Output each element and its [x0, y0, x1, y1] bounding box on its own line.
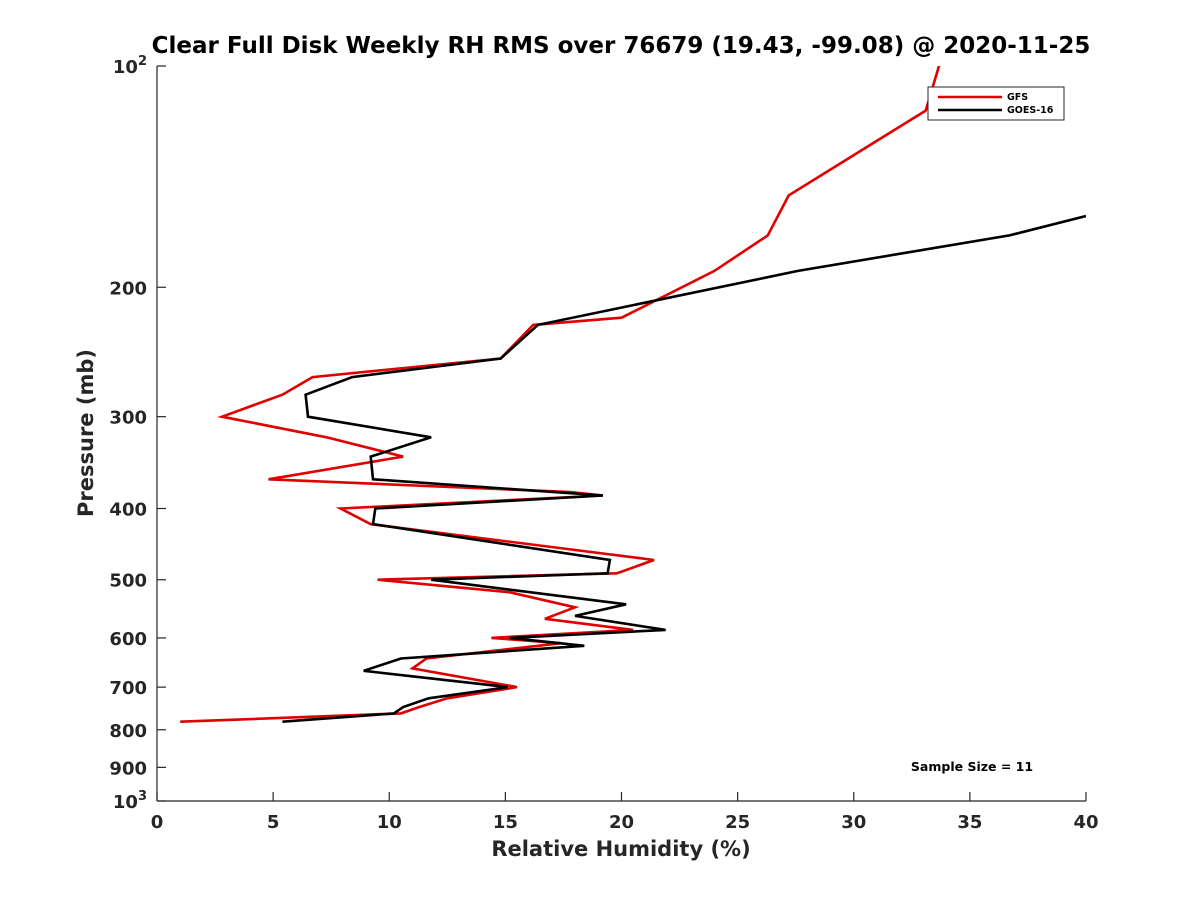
y-tick-label: 500	[109, 571, 147, 592]
x-tick-label: 15	[493, 812, 518, 833]
x-tick-label: 20	[609, 812, 634, 833]
y-tick-label: 300	[109, 408, 147, 429]
series-line-gfs	[180, 66, 941, 723]
y-tick-label: 200	[109, 278, 147, 299]
legend-label-gfs: GFS	[1007, 92, 1028, 103]
series-layer	[180, 66, 1086, 723]
y-axis-label: Pressure (mb)	[74, 349, 98, 517]
y-ticks: 102 200 300 400 500 600 700 800 900 103	[109, 54, 166, 813]
y-tick-label: 700	[109, 678, 147, 699]
y-tick-label: 800	[109, 721, 147, 742]
x-axis-label: Relative Humidity (%)	[491, 837, 750, 861]
x-tick-label: 25	[725, 812, 750, 833]
x-tick-label: 0	[151, 812, 164, 833]
x-tick-label: 5	[267, 812, 280, 833]
y-tick-label: 103	[113, 789, 147, 813]
legend: GFS GOES-16	[927, 86, 1065, 121]
y-tick-label: 600	[109, 629, 147, 650]
x-tick-label: 10	[377, 812, 402, 833]
sample-size-annotation: Sample Size = 11	[911, 759, 1033, 774]
y-tick-label: 400	[109, 500, 147, 521]
x-tick-label: 40	[1073, 812, 1098, 833]
series-line-goes16	[282, 214, 1086, 723]
x-tick-label: 30	[841, 812, 866, 833]
y-tick-label: 102	[113, 54, 147, 78]
legend-box	[927, 86, 1065, 121]
y-tick-label: 900	[109, 758, 147, 779]
x-ticks: 0 5 10 15 20 25 30 35 40	[151, 792, 1099, 833]
legend-label-goes16: GOES-16	[1007, 105, 1054, 116]
chart-title: Clear Full Disk Weekly RH RMS over 76679…	[152, 33, 1091, 59]
x-tick-label: 35	[957, 812, 982, 833]
